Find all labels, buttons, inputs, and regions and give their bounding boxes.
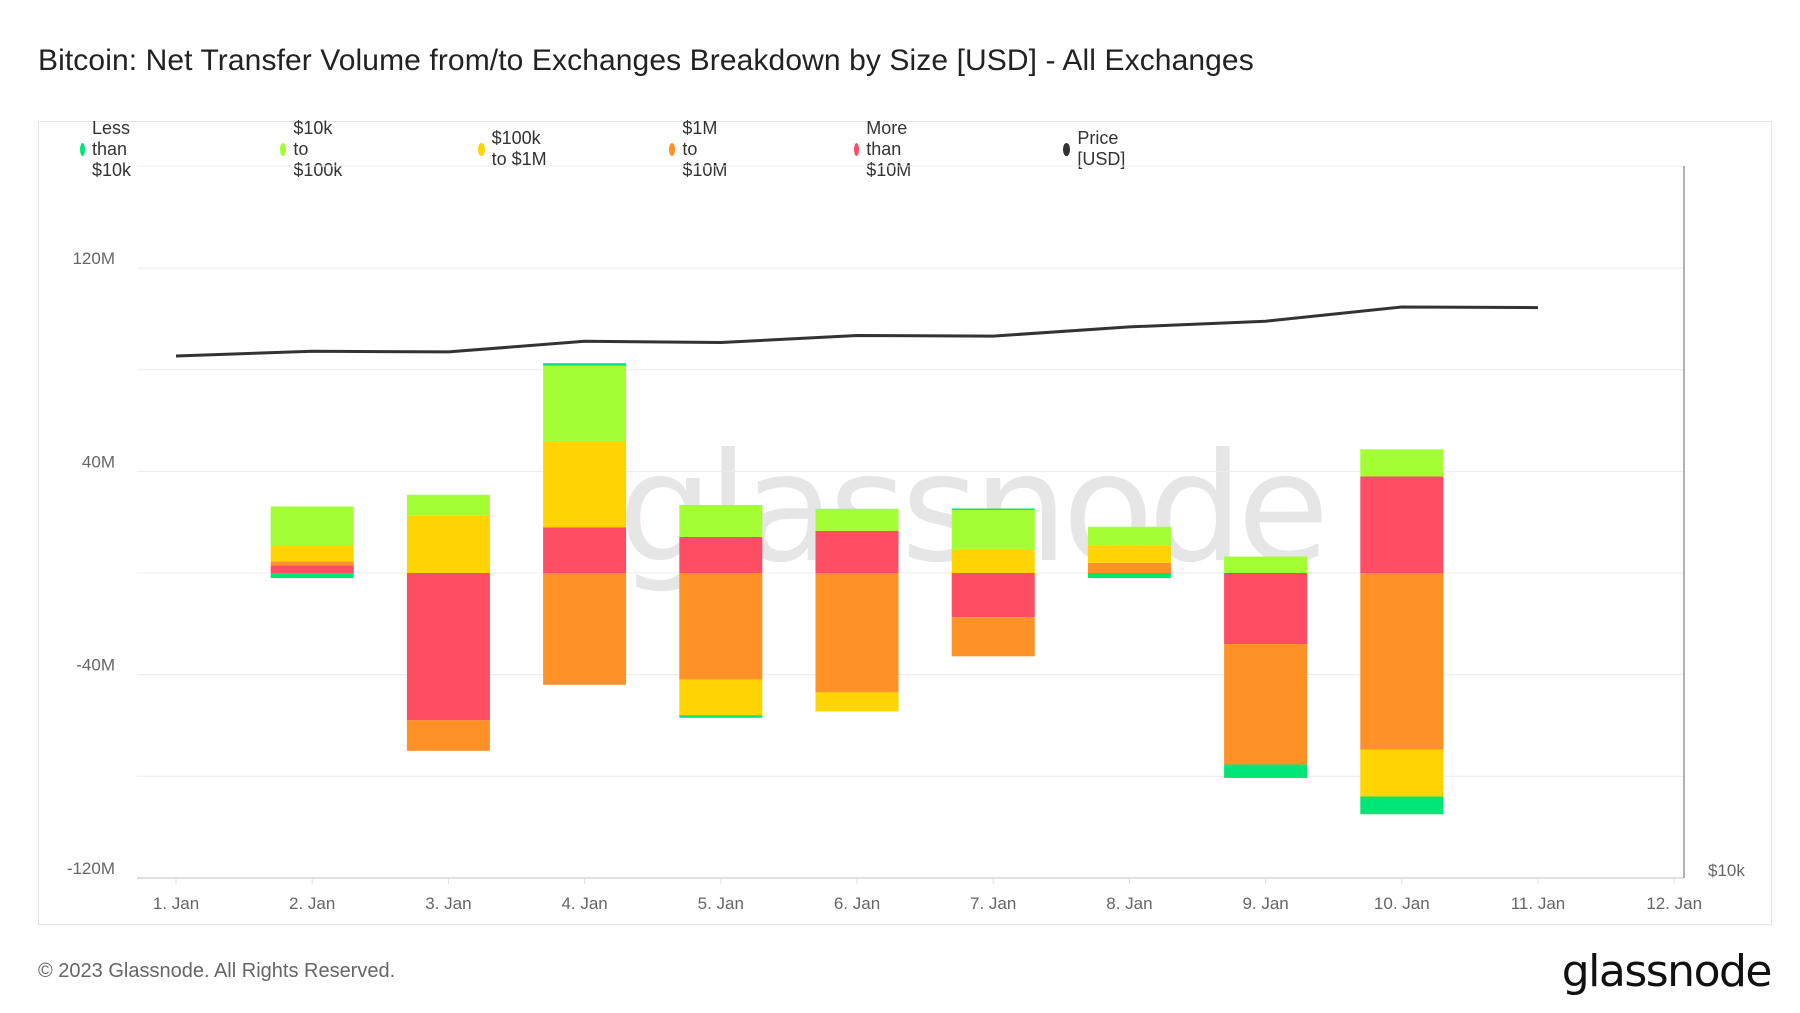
bar-segment[interactable]	[543, 365, 627, 441]
bar-segment[interactable]	[270, 506, 354, 546]
legend-dot-icon	[854, 142, 860, 156]
legend-dot-icon	[478, 142, 485, 156]
right-axis-label: $10k	[1708, 861, 1745, 880]
legend-label: Price [USD]	[1077, 128, 1126, 169]
bar-segment[interactable]	[1360, 796, 1444, 815]
copyright-text: © 2023 Glassnode. All Rights Reserved.	[38, 960, 396, 982]
bar-segment[interactable]	[270, 545, 354, 562]
bar-segment[interactable]	[815, 508, 899, 531]
bar-3-jan[interactable]	[406, 494, 490, 751]
x-tick-label: 11. Jan	[1511, 894, 1566, 913]
bar-10-jan[interactable]	[1360, 449, 1444, 815]
bar-4-jan[interactable]	[543, 363, 627, 685]
bar-segment[interactable]	[679, 504, 763, 537]
chart-container	[38, 121, 1772, 925]
x-tick-label: 7. Jan	[970, 894, 1016, 913]
legend-label: Less than $10k	[92, 117, 132, 180]
x-tick-label: 8. Jan	[1106, 894, 1152, 913]
bar-segment[interactable]	[679, 679, 763, 716]
y-tick-label: -40M	[76, 656, 115, 675]
bar-segment[interactable]	[1360, 476, 1444, 573]
legend-item-100k-to-1m[interactable]: $100k to $1M	[478, 128, 547, 170]
x-tick-label: 12. Jan	[1646, 894, 1702, 913]
bar-segment[interactable]	[951, 549, 1035, 573]
legend-dot-icon	[80, 142, 85, 156]
legend-dot-icon	[1063, 142, 1071, 156]
x-tick-label: 2. Jan	[289, 894, 335, 913]
bar-segment[interactable]	[406, 494, 490, 516]
bar-segment[interactable]	[1087, 562, 1171, 573]
bar-segment[interactable]	[1224, 573, 1308, 645]
y-tick-label: -120M	[67, 859, 115, 878]
bar-segment[interactable]	[1224, 644, 1308, 765]
bar-segment[interactable]	[543, 573, 627, 685]
bar-segment[interactable]	[543, 363, 627, 366]
x-tick-label: 6. Jan	[834, 894, 880, 913]
bar-segment[interactable]	[1224, 556, 1308, 573]
bar-segment[interactable]	[543, 440, 627, 528]
bar-segment[interactable]	[951, 508, 1035, 510]
bar-segment[interactable]	[406, 573, 490, 721]
bar-segment[interactable]	[951, 509, 1035, 550]
bar-segment[interactable]	[270, 565, 354, 573]
bar-segment[interactable]	[406, 515, 490, 573]
bar-segment[interactable]	[951, 617, 1035, 657]
bar-7-jan[interactable]	[951, 508, 1035, 657]
chart-title: Bitcoin: Net Transfer Volume from/to Exc…	[38, 44, 1254, 77]
bar-6-jan[interactable]	[815, 508, 899, 712]
x-tick-label: 5. Jan	[698, 894, 744, 913]
bar-9-jan[interactable]	[1224, 556, 1308, 778]
legend-dot-icon	[280, 142, 287, 156]
x-tick-label: 4. Jan	[561, 894, 607, 913]
x-tick-label: 3. Jan	[425, 894, 471, 913]
legend-label: $100k to $1M	[491, 128, 547, 169]
bar-segment[interactable]	[1360, 749, 1444, 797]
legend-label: More than $10M	[866, 117, 912, 180]
bar-segment[interactable]	[406, 720, 490, 751]
bar-5-jan[interactable]	[679, 504, 763, 718]
bar-segment[interactable]	[679, 573, 763, 680]
bar-segment[interactable]	[270, 561, 354, 566]
bar-segment[interactable]	[1087, 526, 1171, 546]
bar-2-jan[interactable]	[270, 506, 354, 579]
bar-segment[interactable]	[1087, 573, 1171, 579]
bar-segment[interactable]	[543, 527, 627, 573]
legend-label: $10k to $100k	[293, 117, 343, 180]
x-tick-label: 1. Jan	[153, 894, 199, 913]
legend-item-10k-to-100k[interactable]: $10k to $100k	[280, 118, 349, 181]
bar-segment[interactable]	[815, 530, 899, 573]
legend-item-price-usd[interactable]: Price [USD]	[1063, 128, 1131, 170]
legend-item-less-than-10k[interactable]: Less than $10k	[80, 118, 139, 181]
bar-segment[interactable]	[815, 692, 899, 712]
bar-segment[interactable]	[815, 573, 899, 693]
glassnode-logo[interactable]: glassnode	[1561, 946, 1773, 997]
legend-item-1m-to-10m[interactable]: $1M to $10M	[669, 118, 734, 181]
bar-segment[interactable]	[1360, 573, 1444, 750]
x-tick-label: 9. Jan	[1242, 894, 1288, 913]
bar-segment[interactable]	[1360, 449, 1444, 477]
y-tick-label: 120M	[72, 249, 115, 268]
x-tick-label: 10. Jan	[1374, 894, 1430, 913]
bar-segment[interactable]	[679, 536, 763, 573]
bar-segment[interactable]	[1087, 545, 1171, 563]
legend-label: $1M to $10M	[682, 117, 728, 180]
legend-dot-icon	[669, 142, 676, 156]
legend-item-more-than-10m[interactable]: More than $10M	[854, 118, 919, 181]
y-tick-label: 40M	[82, 452, 115, 471]
bar-8-jan[interactable]	[1087, 526, 1171, 579]
price-line[interactable]	[175, 305, 1539, 358]
bar-segment[interactable]	[951, 573, 1035, 618]
bar-segment[interactable]	[270, 573, 354, 579]
bar-segment[interactable]	[1224, 764, 1308, 778]
bar-segment[interactable]	[679, 715, 763, 718]
